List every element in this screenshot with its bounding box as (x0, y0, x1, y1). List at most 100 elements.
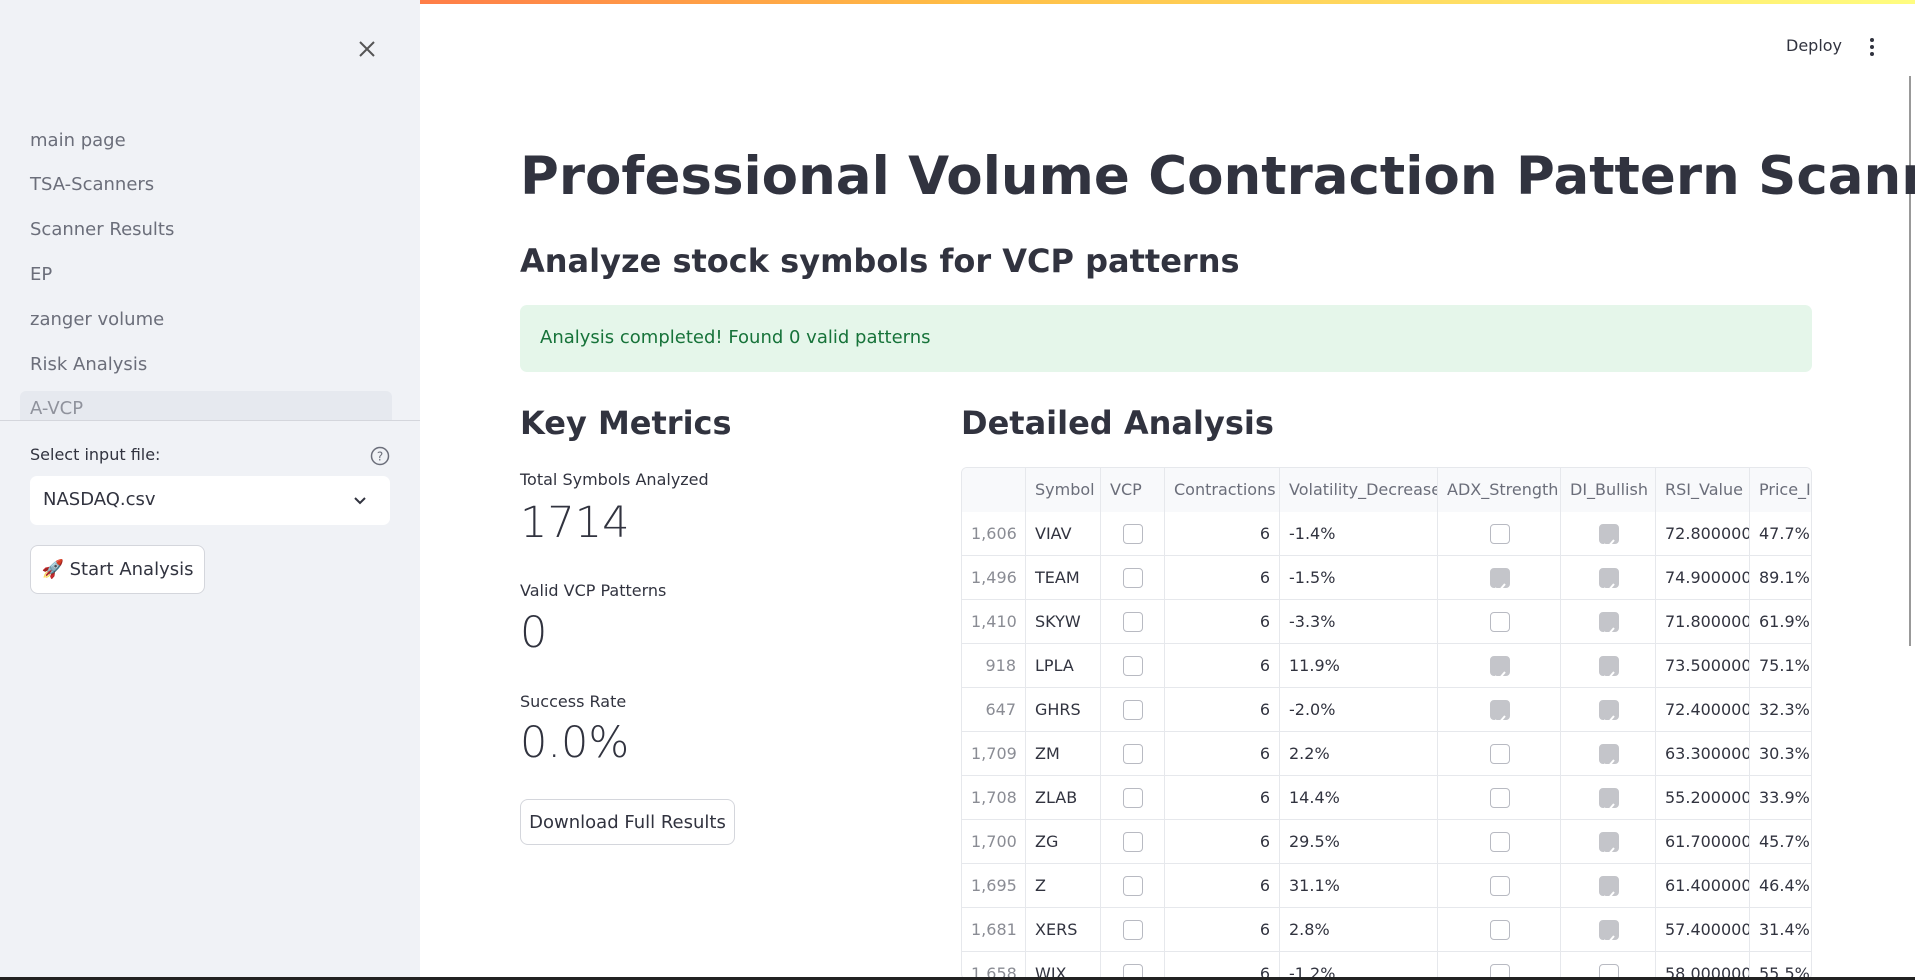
check (1602, 891, 1615, 901)
table-cell: -1.5% (1280, 556, 1438, 600)
checkbox (1489, 656, 1510, 681)
table-row: 1,709 ZM 6 2.2% 63.300000 30.3% (962, 732, 1811, 776)
table-cell: 29.5% (1280, 820, 1438, 864)
checkbox (1489, 744, 1510, 764)
check (1493, 583, 1506, 593)
check (1493, 715, 1506, 725)
check (1602, 847, 1615, 857)
nav-item[interactable]: main page (30, 130, 126, 151)
checkbox (1123, 700, 1143, 720)
table-cell: LPLA (1026, 644, 1101, 688)
table-cell: 72.400000 (1656, 688, 1750, 732)
nav-item[interactable]: EP (30, 264, 53, 285)
nav-item[interactable]: Risk Analysis (30, 354, 148, 375)
table-cell: XERS (1026, 908, 1101, 952)
table-cell: 6 (1165, 776, 1280, 820)
table-cell: 2.8% (1280, 908, 1438, 952)
table-cell: 1,606 (962, 512, 1026, 556)
table-row: 918 LPLA 6 11.9% 73.500000 75.1% (962, 644, 1811, 688)
table-row: 1,658 WIX 6 -1.2% 58.000000 55.5% (962, 952, 1811, 979)
checkbox (1598, 656, 1619, 681)
column-header: Price_I (1750, 468, 1811, 512)
close-button[interactable] (356, 38, 378, 60)
checkbox-cell (1438, 820, 1561, 864)
table-row: 1,708 ZLAB 6 14.4% 55.200000 33.9% (962, 776, 1811, 820)
table-cell: WIX (1026, 952, 1101, 979)
table-cell: 73.500000 (1656, 644, 1750, 688)
top-decoration (0, 0, 1915, 4)
metrics-heading: Key Metrics (520, 404, 732, 442)
nav-item[interactable]: Scanner Results (30, 219, 175, 240)
checkbox (1123, 524, 1143, 544)
table-cell: 6 (1165, 600, 1280, 644)
table-cell: VIAV (1026, 512, 1101, 556)
checkbox-cell (1101, 908, 1165, 952)
checkbox (1598, 920, 1619, 945)
table-cell: 14.4% (1280, 776, 1438, 820)
table-row: 1,695 Z 6 31.1% 61.400000 46.4% (962, 864, 1811, 908)
column-header: DI_Bullish (1561, 468, 1656, 512)
check (1602, 539, 1615, 549)
column-header (962, 468, 1026, 512)
nav-item[interactable]: TSA-Scanners (30, 174, 155, 195)
table-cell: 6 (1165, 952, 1280, 979)
table-cell: -1.4% (1280, 512, 1438, 556)
table-cell: 30.3% (1750, 732, 1811, 776)
checkbox-cell (1561, 732, 1656, 776)
download-button[interactable]: Download Full Results (520, 799, 735, 845)
column-header: ADX_Strength (1438, 468, 1561, 512)
checkbox (1123, 656, 1143, 676)
checkbox-cell (1561, 864, 1656, 908)
checkbox (1598, 744, 1619, 769)
table-cell: Z (1026, 864, 1101, 908)
checkbox (1123, 832, 1143, 852)
nav-item[interactable]: A-VCP (30, 398, 84, 419)
nav-active-bg (20, 391, 392, 420)
checkbox-cell (1561, 908, 1656, 952)
menu-button[interactable] (1864, 36, 1880, 58)
checkbox-cell (1101, 864, 1165, 908)
checkbox (1489, 568, 1510, 593)
table-cell: 918 (962, 644, 1026, 688)
checkbox-cell (1438, 644, 1561, 688)
checkbox (1598, 700, 1619, 725)
metric-value: 0 (520, 608, 548, 658)
checkbox-cell (1101, 732, 1165, 776)
help-icon[interactable]: ? (369, 445, 391, 467)
sidebar: Select input file: ? NASDAQ.csv 🚀 Start … (0, 0, 420, 980)
checkbox (1598, 524, 1619, 549)
select-box[interactable]: NASDAQ.csv (30, 476, 390, 525)
table-cell: 6 (1165, 688, 1280, 732)
table-cell: 1,410 (962, 600, 1026, 644)
checkbox (1598, 788, 1619, 813)
table-cell: 55.200000 (1656, 776, 1750, 820)
table-cell: 6 (1165, 864, 1280, 908)
table-cell: 1,658 (962, 952, 1026, 979)
select-label: Select input file: (30, 445, 161, 464)
checkbox (1489, 612, 1510, 632)
divider (0, 420, 420, 421)
checkbox-cell (1101, 688, 1165, 732)
table-cell: 47.7% (1750, 512, 1811, 556)
table-cell: 71.800000 (1656, 600, 1750, 644)
start-button[interactable]: 🚀 Start Analysis (30, 545, 205, 594)
check (1602, 803, 1615, 813)
check (1602, 759, 1615, 769)
table-row: 1,410 SKYW 6 -3.3% 71.800000 61.9% (962, 600, 1811, 644)
column-header: RSI_Value (1656, 468, 1750, 512)
table-cell: 55.5% (1750, 952, 1811, 979)
checkbox-cell (1561, 556, 1656, 600)
table-heading: Detailed Analysis (961, 404, 1274, 442)
subtitle: Analyze stock symbols for VCP patterns (520, 242, 1240, 280)
deploy-button[interactable]: Deploy (1786, 36, 1843, 55)
checkbox (1489, 920, 1510, 940)
checkbox-cell (1561, 512, 1656, 556)
table-cell: 1,681 (962, 908, 1026, 952)
nav-item[interactable]: zanger volume (30, 309, 165, 330)
checkbox-cell (1438, 732, 1561, 776)
checkbox-cell (1561, 776, 1656, 820)
checkbox-cell (1438, 864, 1561, 908)
checkbox (1598, 832, 1619, 857)
checkbox (1598, 876, 1619, 901)
checkbox-cell (1561, 688, 1656, 732)
